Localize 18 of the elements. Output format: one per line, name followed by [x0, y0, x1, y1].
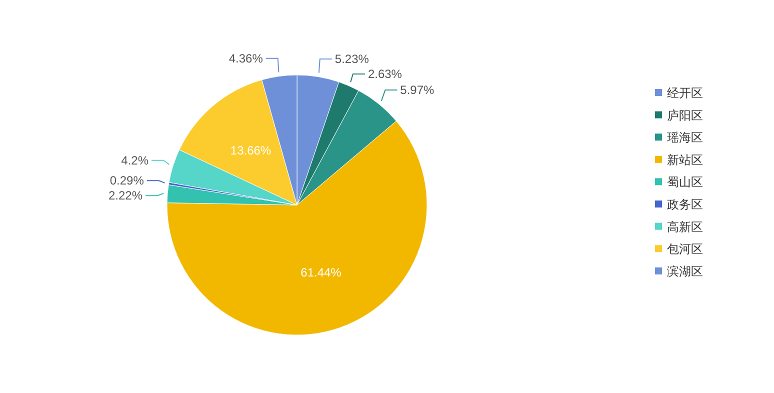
legend-label: 经开区 — [667, 86, 703, 100]
data-label: 4.36% — [228, 51, 264, 66]
legend-label: 滨湖区 — [667, 264, 703, 278]
data-label: 13.66% — [230, 143, 272, 158]
data-label: 0.29% — [110, 174, 144, 188]
legend-label: 政务区 — [667, 198, 703, 212]
data-label: 2.22% — [108, 188, 143, 203]
legend-label: 庐阳区 — [667, 108, 703, 122]
data-label: 2.63% — [368, 66, 402, 81]
data-label: 4.2% — [121, 153, 149, 168]
data-label: 5.97% — [400, 83, 435, 98]
legend-label: 高新区 — [667, 220, 703, 234]
data-label: 61.44% — [300, 265, 342, 280]
legend-label: 蜀山区 — [667, 175, 703, 190]
data-label: 5.23% — [334, 52, 370, 66]
legend-label: 新站区 — [667, 152, 703, 167]
legend-label: 包河区 — [667, 242, 703, 256]
legend-label: 瑶海区 — [667, 130, 703, 145]
